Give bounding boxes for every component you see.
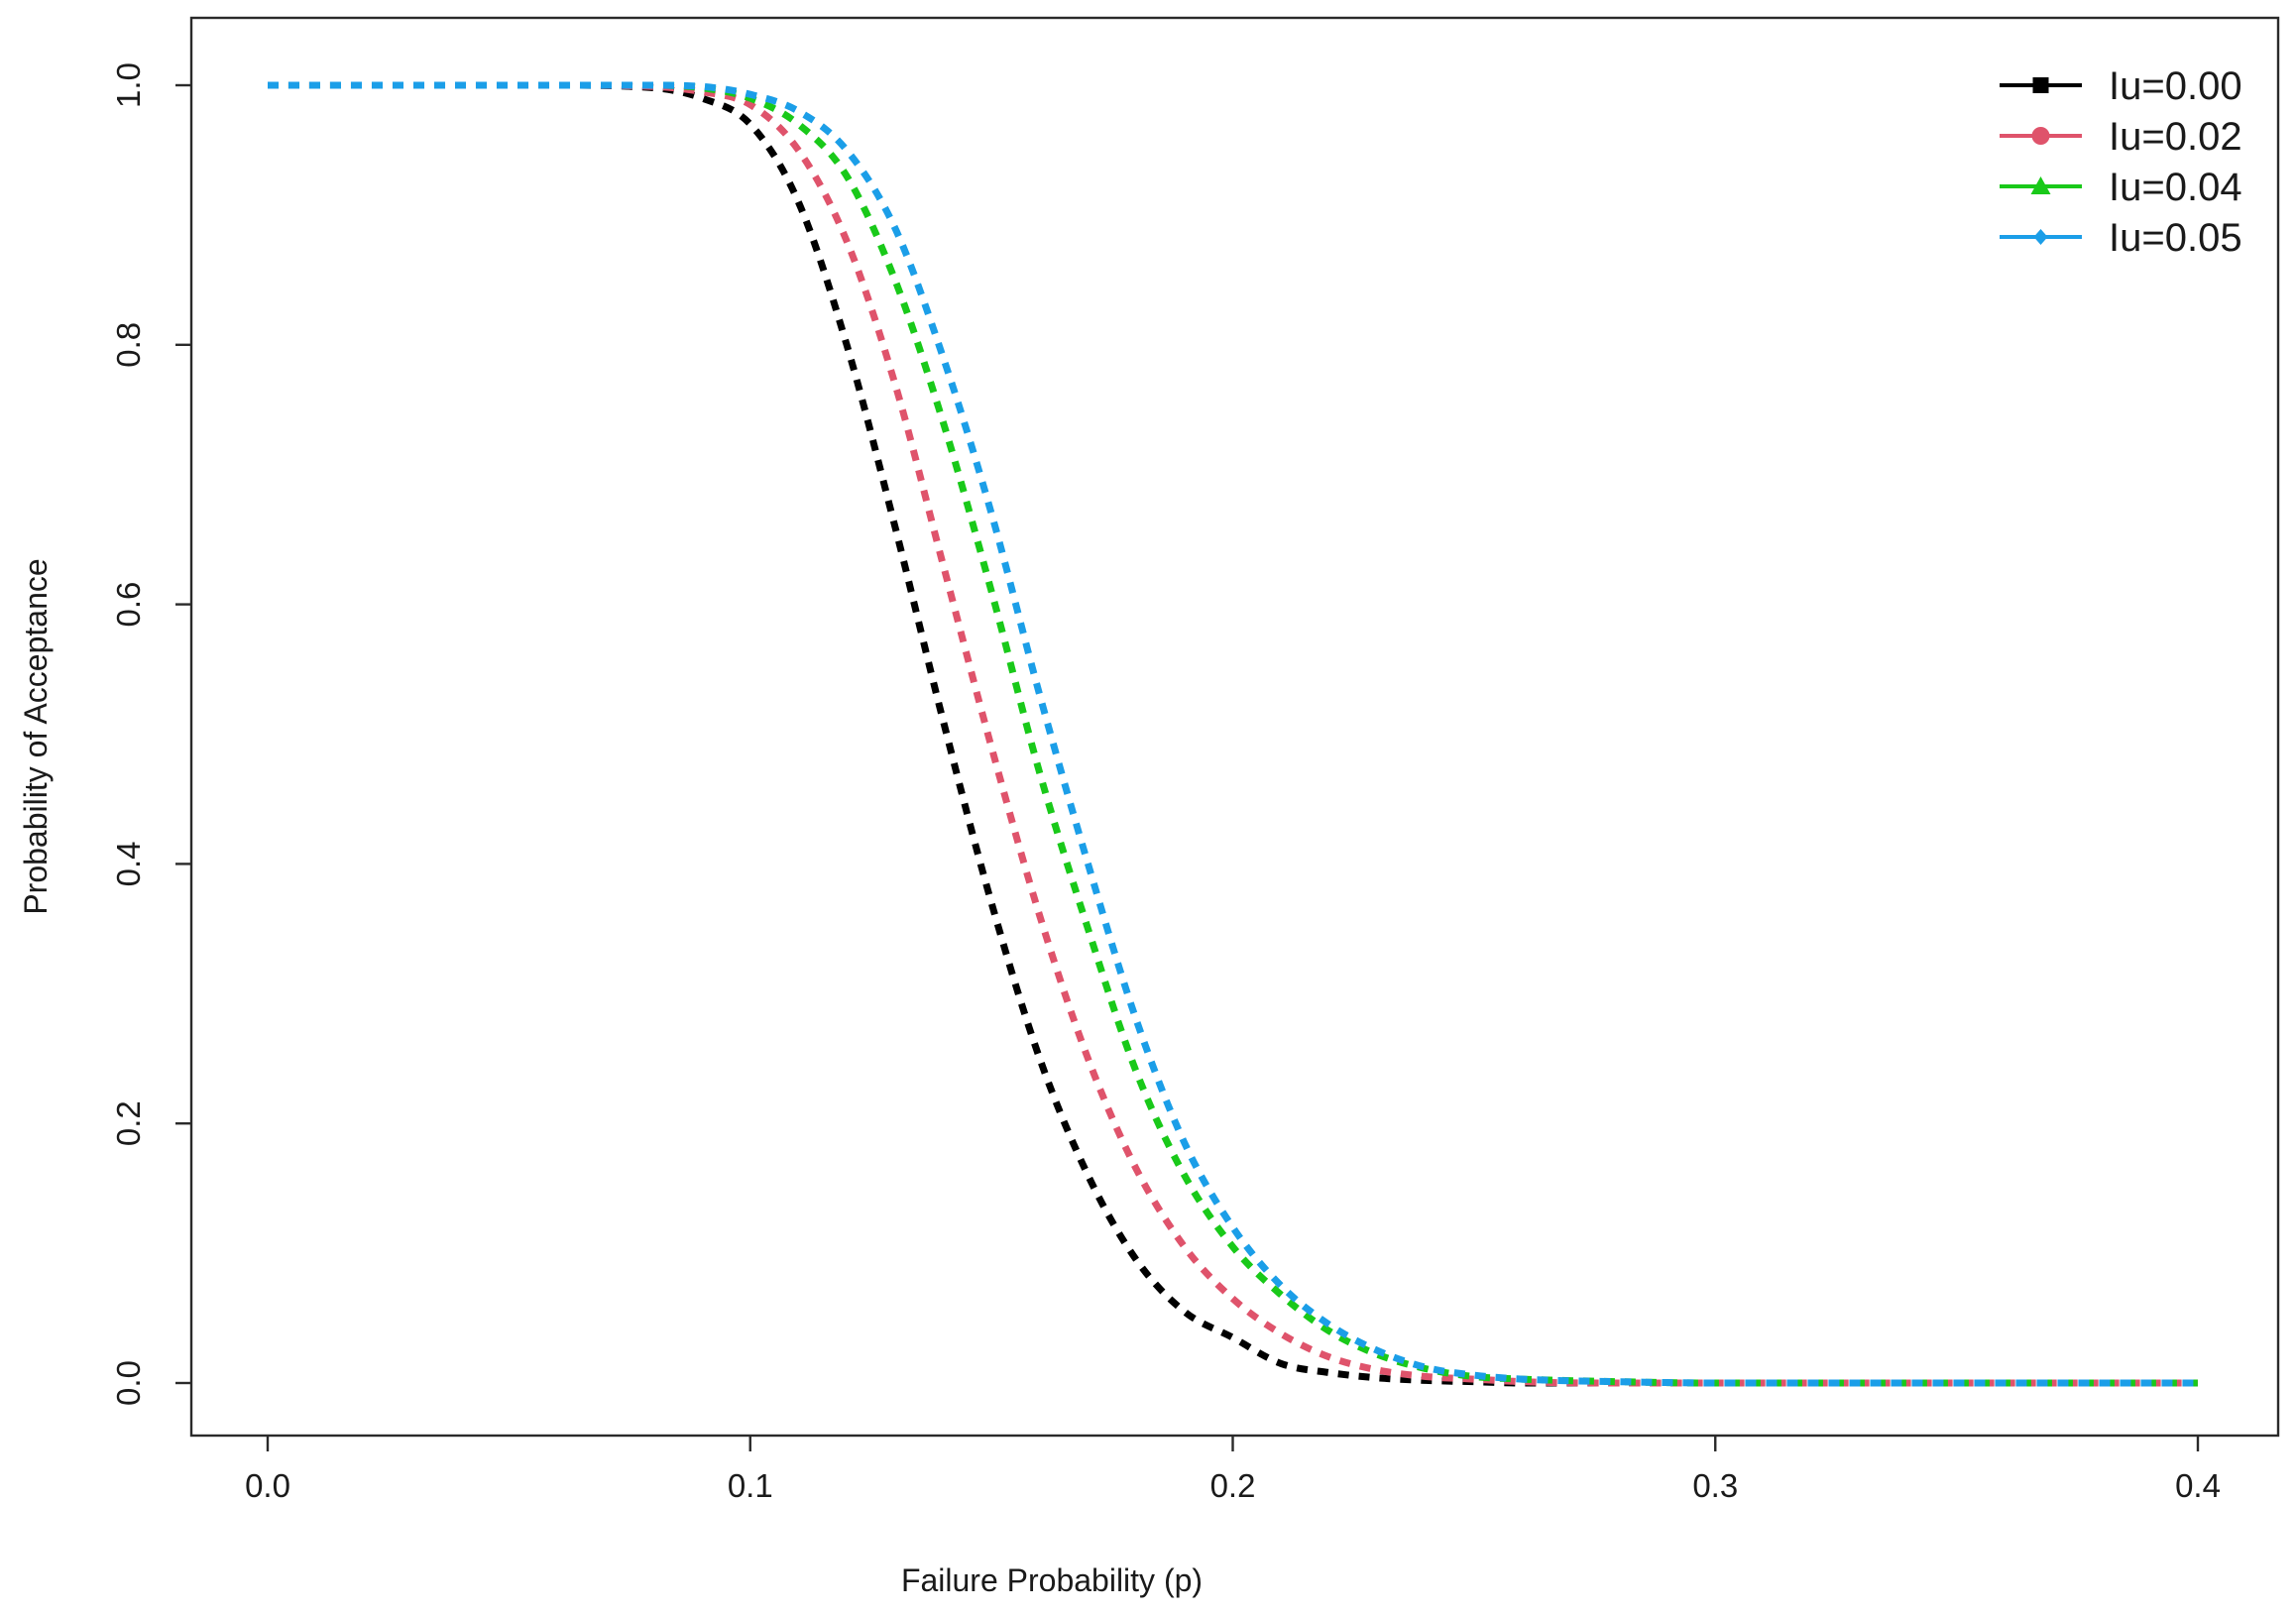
x-axis: 0.0 0.1 0.2 0.3 0.4 — [245, 1436, 2221, 1504]
legend-marker-circle — [2031, 127, 2050, 145]
y-tick-label: 0.6 — [110, 582, 147, 628]
x-axis-title: Failure Probability (p) — [901, 1562, 1203, 1598]
y-tick-label: 0.0 — [110, 1360, 147, 1406]
legend: Iu=0.00 Iu=0.02 Iu=0.04 Iu=0.05 — [2000, 64, 2242, 260]
series-line-iu-0-04 — [267, 81, 2198, 1387]
x-tick-label: 0.1 — [728, 1467, 773, 1504]
legend-item: Iu=0.02 — [2000, 115, 2242, 159]
legend-label: Iu=0.04 — [2109, 166, 2242, 209]
y-tick-label: 0.4 — [110, 841, 147, 886]
plot-border — [189, 16, 2280, 1438]
y-tick-label: 1.0 — [110, 62, 147, 108]
legend-label: Iu=0.05 — [2109, 216, 2242, 260]
series-layer — [267, 81, 2198, 1387]
legend-label: Iu=0.00 — [2109, 64, 2242, 108]
legend-marker-diamond — [2033, 229, 2048, 245]
plot-frame — [189, 16, 2280, 1438]
series-line-iu-0-05 — [267, 81, 2198, 1387]
x-tick-label: 0.2 — [1210, 1467, 1256, 1504]
x-tick-label: 0.4 — [2175, 1467, 2221, 1504]
legend-label: Iu=0.02 — [2109, 115, 2242, 159]
series-line-iu-0-00 — [267, 81, 2198, 1387]
x-tick-label: 0.0 — [245, 1467, 290, 1504]
y-tick-label: 0.2 — [110, 1100, 147, 1146]
legend-item: Iu=0.05 — [2000, 216, 2242, 260]
x-tick-label: 0.3 — [1692, 1467, 1738, 1504]
y-axis-title: Probability of Acceptance — [18, 558, 54, 914]
legend-item: Iu=0.04 — [2000, 166, 2242, 209]
legend-item: Iu=0.00 — [2000, 64, 2242, 108]
legend-marker-square — [2032, 77, 2049, 93]
legend-marker-triangle — [2030, 176, 2051, 194]
y-tick-label: 0.8 — [110, 322, 147, 368]
series-line-iu-0-02 — [267, 81, 2198, 1387]
y-axis: 0.0 0.2 0.4 0.6 0.8 1.0 — [110, 62, 191, 1406]
